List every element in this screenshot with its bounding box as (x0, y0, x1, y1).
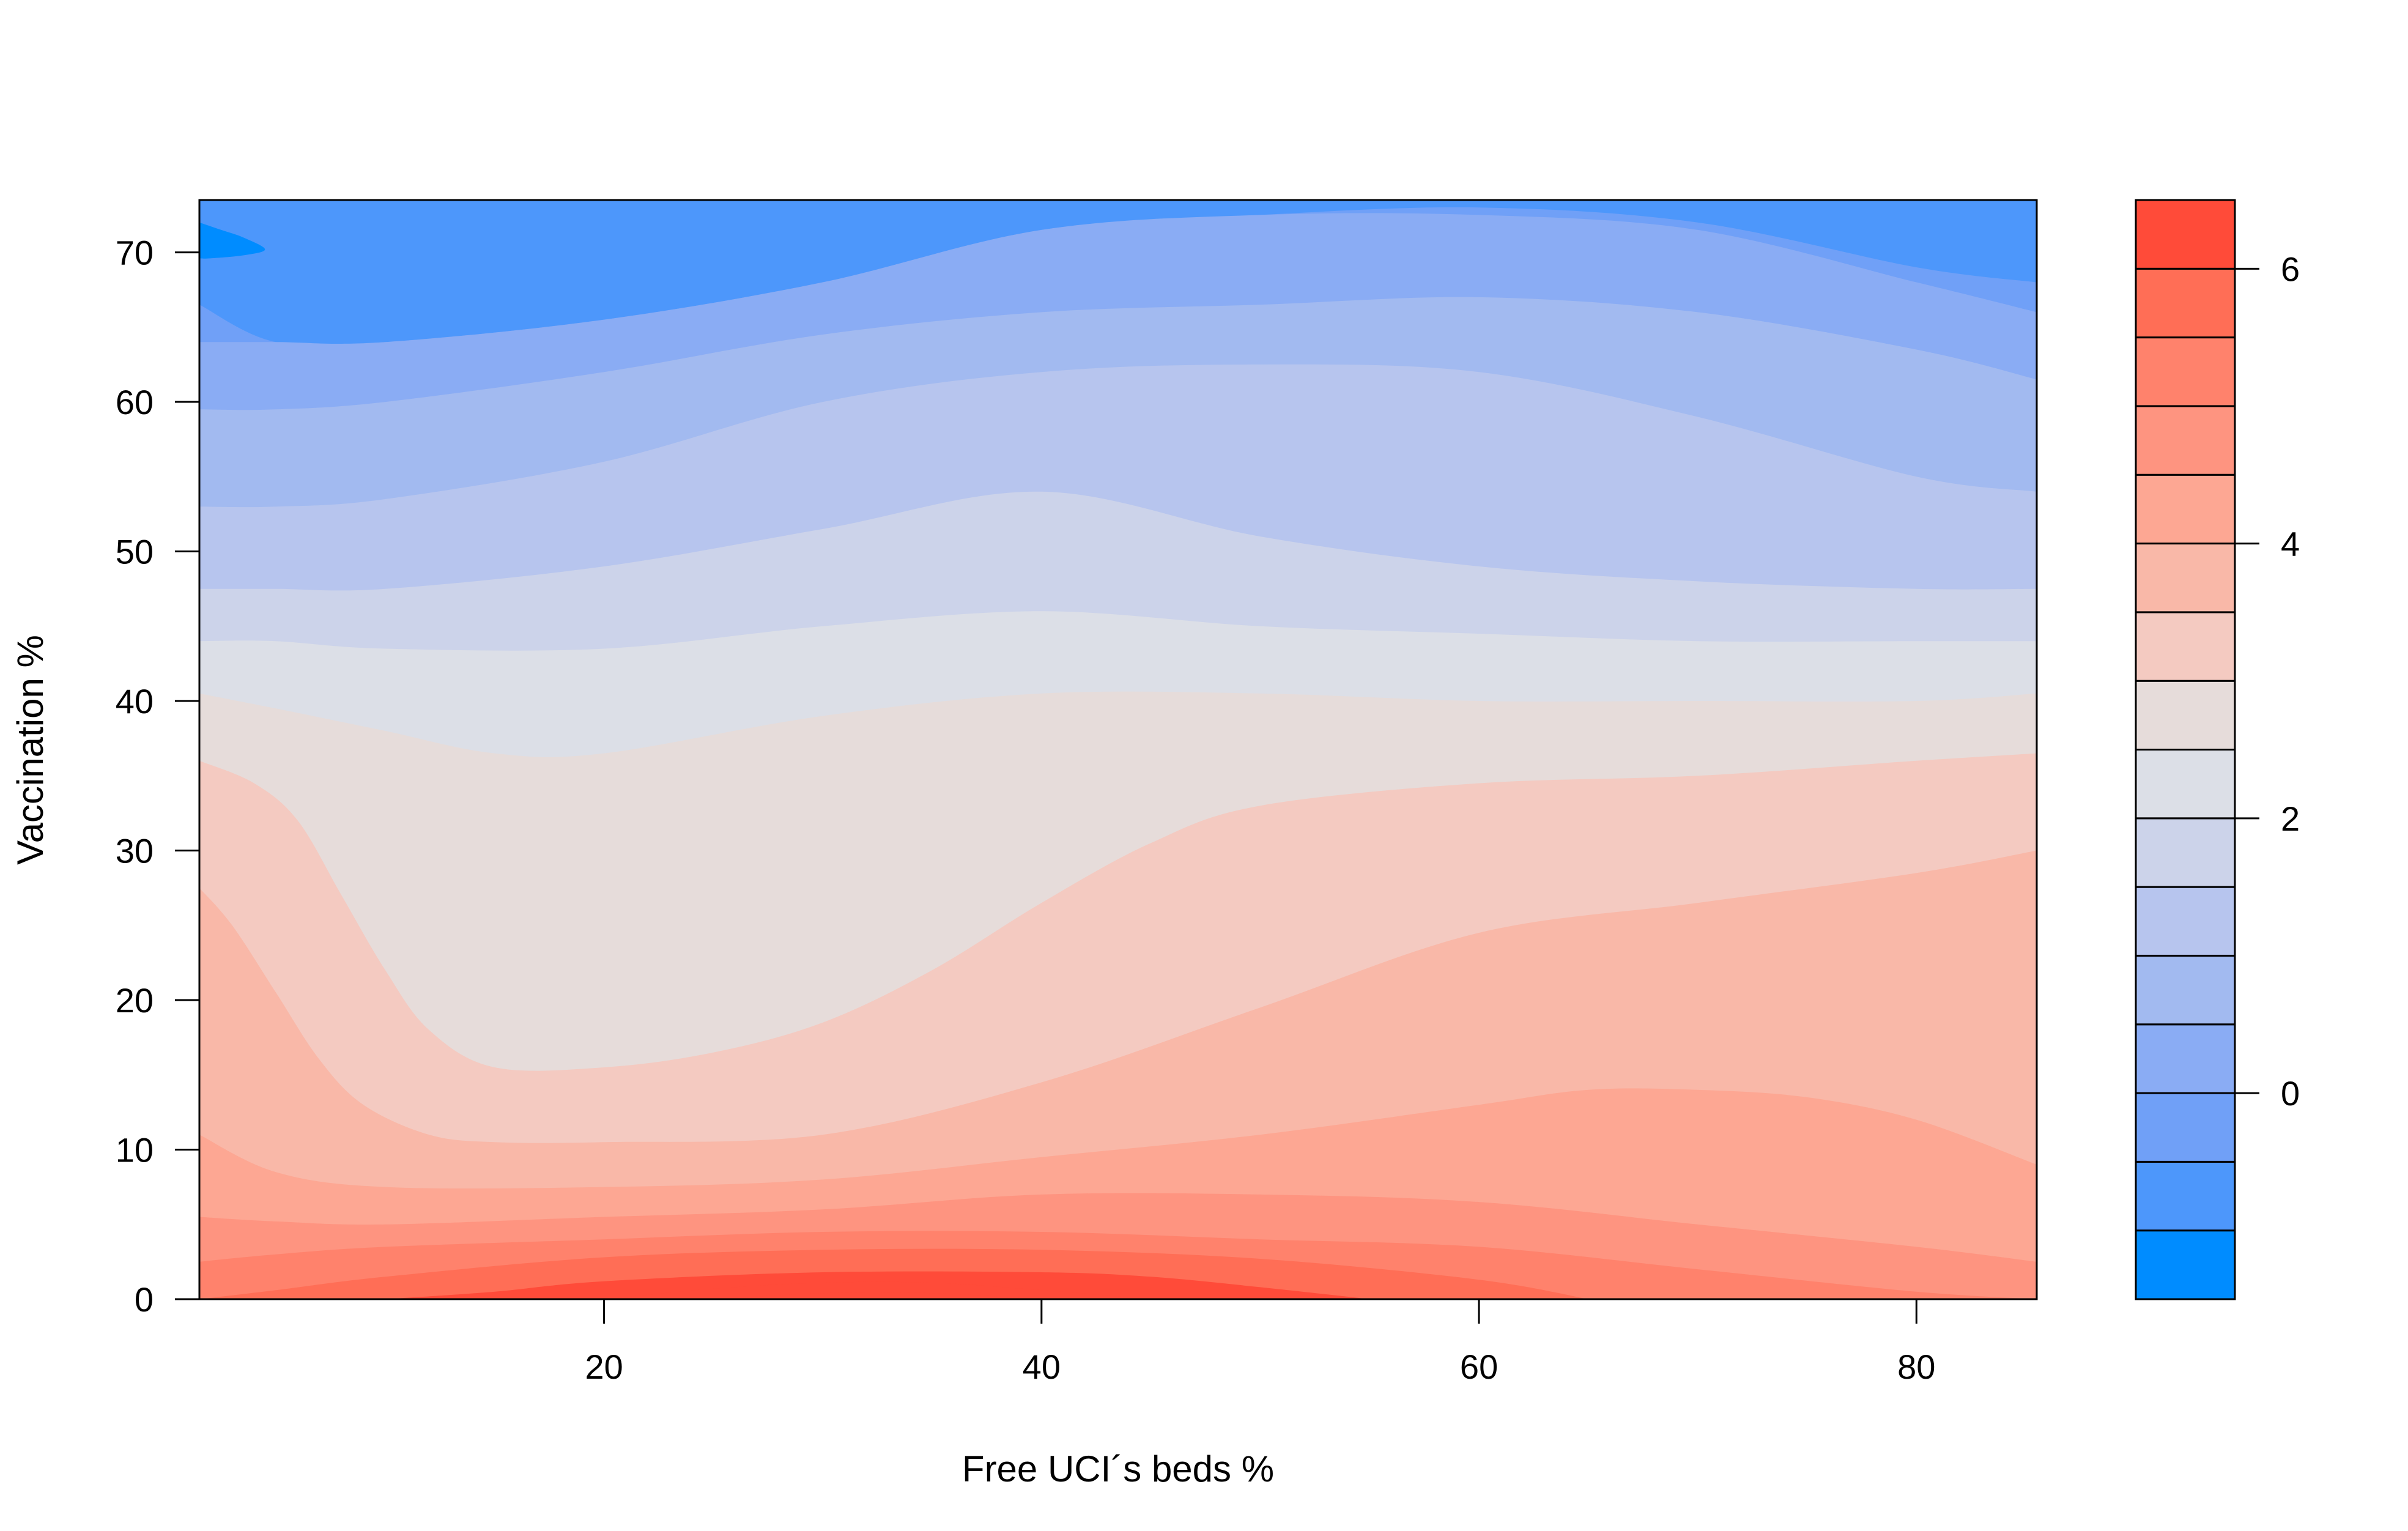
colorbar-swatch (2135, 199, 2236, 270)
colorbar-tick-label: 4 (2281, 525, 2300, 563)
y-tick-label: 50 (116, 533, 154, 571)
colorbar-swatch (2135, 543, 2236, 614)
contour-fills (199, 200, 2037, 1299)
colorbar-tick-label: 0 (2281, 1074, 2300, 1113)
y-tick-label: 20 (116, 981, 154, 1020)
contour-band (713, 1292, 1042, 1299)
colorbar-swatch (2135, 267, 2236, 339)
x-axis: 20 40 60 80 (585, 1298, 1935, 1386)
colorbar-swatch (2135, 405, 2236, 476)
x-tick-label: 40 (1023, 1348, 1061, 1386)
colorbar-swatch (2135, 749, 2236, 820)
x-tick-label: 20 (585, 1348, 623, 1386)
colorbar-swatch (2135, 611, 2236, 682)
colorbar-swatch (2135, 680, 2236, 751)
colorbar-tick-label: 2 (2281, 799, 2300, 838)
y-tick-label: 0 (135, 1280, 154, 1319)
contour-peaks (199, 222, 265, 259)
colorbar-swatch (2135, 954, 2236, 1026)
y-tick-label: 10 (116, 1131, 154, 1170)
x-axis-title: Free UCI´s beds % (962, 1448, 1274, 1489)
y-tick-label: 70 (116, 234, 154, 272)
colorbar-swatch (2135, 1229, 2236, 1300)
colorbar-swatch (2135, 473, 2236, 545)
colorbar-swatch (2135, 1023, 2236, 1094)
colorbar-axis: 0 2 4 6 (2234, 250, 2300, 1113)
x-tick-label: 80 (1897, 1348, 1935, 1386)
y-tick-label: 30 (116, 832, 154, 870)
colorbar (2135, 199, 2236, 1300)
colorbar-tick-label: 6 (2281, 250, 2300, 288)
colorbar-swatch (2135, 886, 2236, 957)
colorbar-swatch (2135, 336, 2236, 407)
colorbar-swatch (2135, 1160, 2236, 1232)
colorbar-swatch (2135, 1092, 2236, 1163)
y-axis: 0 10 20 30 40 50 60 70 (116, 234, 201, 1319)
contour-band (604, 1281, 1151, 1299)
y-tick-label: 60 (116, 383, 154, 421)
colorbar-swatch (2135, 817, 2236, 888)
contour-peak-patch (199, 222, 265, 259)
y-axis-title: Vaccination % (10, 635, 51, 865)
y-tick-label: 40 (116, 682, 154, 721)
x-tick-label: 60 (1460, 1348, 1498, 1386)
